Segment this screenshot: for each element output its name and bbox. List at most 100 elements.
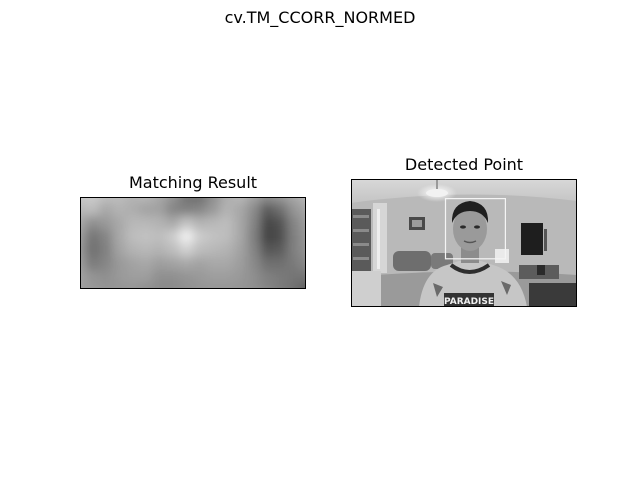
heatmap-cell <box>193 216 208 231</box>
heatmap-cell <box>166 283 181 289</box>
sofa <box>393 251 431 271</box>
heatmap-cell <box>179 256 194 271</box>
television <box>521 223 543 255</box>
heatmap-cell <box>98 216 113 231</box>
heatmap-cell <box>85 283 100 289</box>
heatmap-cell <box>179 283 194 289</box>
heatmap-cell <box>98 229 113 244</box>
heatmap-cell <box>273 256 288 271</box>
heatmap-cell <box>152 216 167 231</box>
heatmap-cell <box>273 270 288 285</box>
matching-result-frame <box>80 197 306 289</box>
heatmap-cell <box>85 202 100 217</box>
heatmap-cell <box>112 283 127 289</box>
heatmap-cell <box>287 216 302 231</box>
heatmap-cell <box>273 283 288 289</box>
heatmap-cell <box>139 283 154 289</box>
heatmap-cell <box>125 270 140 285</box>
heatmap-cell <box>300 229 306 244</box>
heatmap-cell <box>246 256 261 271</box>
heatmap-cell <box>287 229 302 244</box>
heatmap-cell <box>85 229 100 244</box>
heatmap-cell <box>260 202 275 217</box>
heatmap-cell <box>166 270 181 285</box>
heatmap-cell <box>166 243 181 258</box>
heatmap-cell <box>219 202 234 217</box>
heatmap-cell <box>80 202 87 217</box>
person-face <box>453 207 487 251</box>
heatmap-cell <box>233 283 248 289</box>
heatmap-cell <box>206 202 221 217</box>
heatmap-cell <box>300 256 306 271</box>
heatmap-cell <box>152 256 167 271</box>
heatmap-cell <box>139 216 154 231</box>
heatmap-cell <box>246 216 261 231</box>
heatmap-cell <box>206 229 221 244</box>
heatmap-cell <box>206 243 221 258</box>
shirt-print-text: PARADISE <box>444 297 494 307</box>
heatmap-cell <box>193 270 208 285</box>
heatmap-cell <box>260 216 275 231</box>
heatmap-cell <box>233 202 248 217</box>
heatmap-cell <box>219 283 234 289</box>
room-ceiling <box>351 179 577 203</box>
heatmap-cell <box>233 270 248 285</box>
heatmap-cell <box>233 197 248 204</box>
heatmap-cell <box>179 216 194 231</box>
heatmap-cell <box>80 229 87 244</box>
heatmap-cell <box>287 197 302 204</box>
heatmap-cell <box>246 202 261 217</box>
heatmap-cell <box>206 197 221 204</box>
heatmap-cell <box>85 270 100 285</box>
matching-result-heatmap <box>80 197 306 289</box>
heatmap-cell <box>112 243 127 258</box>
heatmap-cell <box>139 197 154 204</box>
heatmap-cell <box>85 256 100 271</box>
heatmap-cell <box>206 216 221 231</box>
detected-region-box <box>444 198 507 260</box>
heatmap-cell <box>219 197 234 204</box>
heatmap-cell <box>179 197 194 204</box>
heatmap-cell <box>139 270 154 285</box>
heatmap-cell <box>152 202 167 217</box>
heatmap-cell <box>166 256 181 271</box>
heatmap-cell <box>287 256 302 271</box>
heatmap-cell <box>139 243 154 258</box>
heatmap-cell <box>193 202 208 217</box>
heatmap-cell <box>273 216 288 231</box>
heatmap-cell <box>125 202 140 217</box>
heatmap-cell <box>80 197 87 204</box>
heatmap-cell <box>166 202 181 217</box>
detected-point-frame <box>351 179 577 307</box>
side-table <box>529 283 577 307</box>
heatmap-cell <box>233 216 248 231</box>
heatmap-cell <box>179 229 194 244</box>
heatmap-cell <box>85 243 100 258</box>
heatmap-cell <box>98 202 113 217</box>
heatmap-cell <box>193 197 208 204</box>
bed <box>351 271 381 307</box>
heatmap-cell <box>287 243 302 258</box>
heatmap-cell <box>260 229 275 244</box>
heatmap-cell <box>219 243 234 258</box>
heatmap-cell <box>139 202 154 217</box>
heatmap-cell <box>273 229 288 244</box>
figure-title: cv.TM_CCORR_NORMED <box>224 8 416 27</box>
heatmap-cell <box>300 270 306 285</box>
heatmap-cell <box>112 202 127 217</box>
heatmap-cell <box>193 256 208 271</box>
heatmap-cell <box>300 216 306 231</box>
heatmap-cell <box>219 216 234 231</box>
heatmap-cell <box>80 216 87 231</box>
heatmap-cell <box>300 202 306 217</box>
heatmap-cell <box>80 270 87 285</box>
heatmap-cell <box>139 229 154 244</box>
heatmap-cell <box>219 229 234 244</box>
detected-point-image: PARADISE <box>351 179 577 307</box>
heatmap-cell <box>125 197 140 204</box>
heatmap-cell <box>125 283 140 289</box>
heatmap-cell <box>179 270 194 285</box>
heatmap-cell <box>273 202 288 217</box>
heatmap-cell <box>85 197 100 204</box>
detected-point-title: Detected Point <box>404 155 524 174</box>
